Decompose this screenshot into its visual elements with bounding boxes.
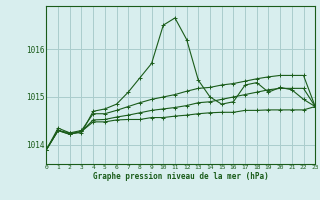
X-axis label: Graphe pression niveau de la mer (hPa): Graphe pression niveau de la mer (hPa) [93, 172, 269, 181]
